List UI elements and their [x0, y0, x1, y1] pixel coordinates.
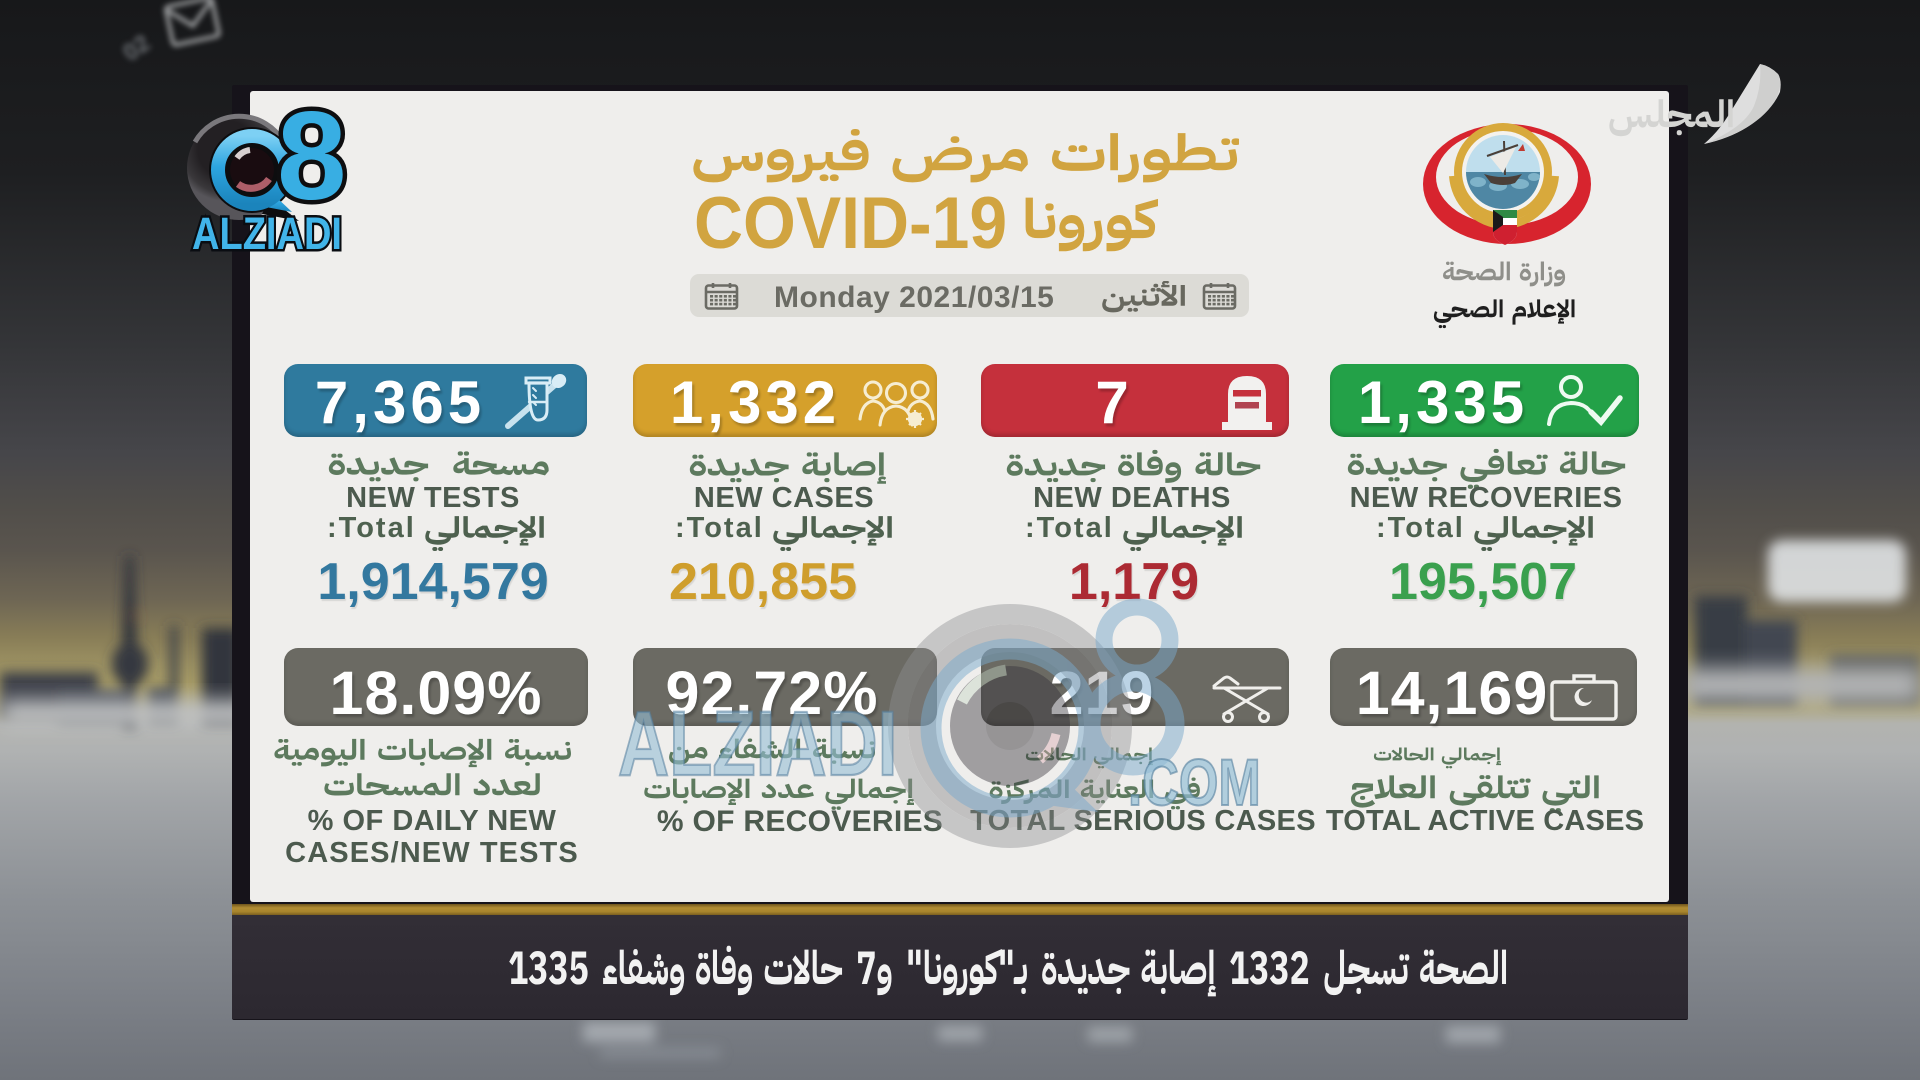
svg-text:8: 8	[277, 100, 347, 226]
svg-text:ALZIADI: ALZIADI	[192, 208, 342, 259]
